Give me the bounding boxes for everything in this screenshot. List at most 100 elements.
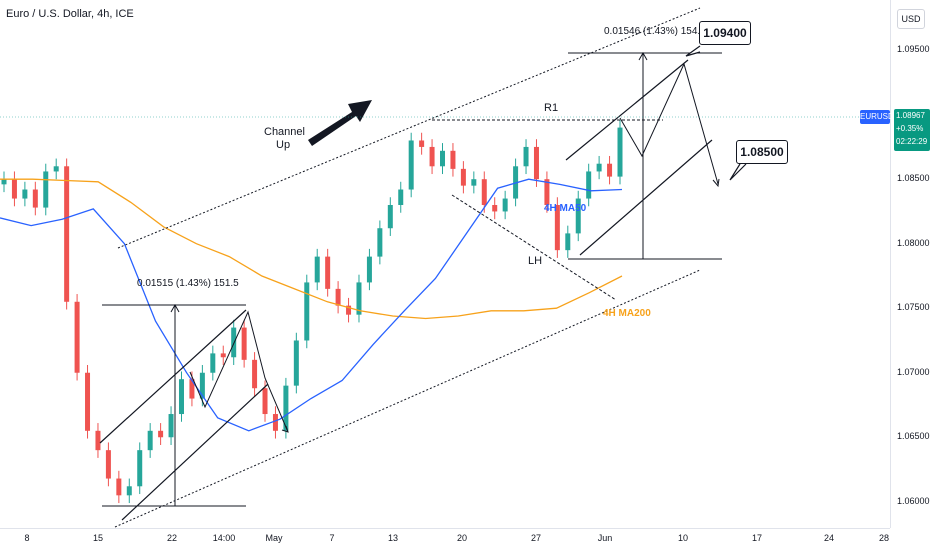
time-tick: 24 — [823, 533, 835, 543]
callout-1-pointer — [685, 45, 701, 57]
candle-body — [32, 189, 38, 208]
candle-body — [335, 288, 341, 306]
candle-body — [283, 385, 289, 431]
measure-right-label: 0.01546 (1.43%) 154.6 — [604, 26, 706, 37]
ma50-label: 4H MA50 — [544, 203, 587, 214]
bar-countdown: 02:22:29 — [896, 137, 928, 146]
price-change: +0.35% — [896, 124, 924, 133]
time-axis-separator — [0, 528, 890, 529]
candle-body — [168, 414, 174, 438]
time-tick: 20 — [456, 533, 468, 543]
candle-body — [147, 430, 153, 451]
candle-body — [199, 372, 205, 399]
candle-body — [346, 305, 352, 315]
candle-body — [105, 450, 111, 479]
candle-body — [304, 282, 310, 341]
currency-button[interactable]: USD — [897, 9, 925, 29]
candle-body — [398, 189, 404, 205]
candle-body — [252, 359, 258, 389]
candle-body — [241, 327, 247, 360]
candle-body — [1, 179, 7, 185]
callout-2-pointer — [729, 163, 747, 181]
lh-label: LH — [528, 255, 543, 267]
time-tick: 22 — [166, 533, 178, 543]
candle-body — [429, 146, 435, 167]
symbol-tag: EURUSD — [860, 110, 894, 124]
candle-body — [325, 256, 331, 289]
right-channel-upper — [565, 59, 689, 161]
candle-body — [575, 198, 581, 234]
price-tick: 1.06000 — [897, 495, 930, 506]
candle-body — [74, 301, 80, 373]
candle-body — [554, 205, 560, 251]
left-channel-upper — [99, 309, 247, 444]
candle-body — [586, 171, 592, 199]
right-channel-lower — [579, 139, 713, 256]
candle-body — [53, 166, 59, 172]
candle-body — [293, 340, 299, 386]
time-tick: 28 — [878, 533, 890, 543]
ma200-line — [0, 178, 623, 320]
candle-body — [189, 379, 195, 399]
price-tick: 1.07500 — [897, 302, 930, 313]
time-tick: May — [265, 533, 283, 543]
candles-layer — [1, 119, 623, 504]
candle-body — [544, 179, 550, 205]
price-tick: 1.07000 — [897, 366, 930, 377]
channel-upper-line — [117, 7, 701, 249]
candle-body — [366, 256, 372, 283]
candle-body — [85, 372, 91, 431]
candle-body — [419, 140, 425, 147]
chart-title: Euro / U.S. Dollar, 4h, ICE — [6, 8, 134, 20]
candle-body — [523, 146, 529, 167]
candle-body — [158, 430, 164, 438]
right-projection-path — [619, 62, 719, 185]
candle-body — [314, 256, 320, 283]
channel-label-line1: Channel — [264, 126, 305, 138]
candle-body — [95, 430, 101, 451]
candle-body — [272, 414, 278, 431]
current-price-box: 1.08967 +0.35% 02:22:29 — [894, 109, 930, 151]
time-tick: Jun — [597, 533, 613, 543]
current-price: 1.08967 — [896, 111, 925, 120]
candle-body — [356, 282, 362, 315]
lh-line — [451, 194, 617, 301]
candle-body — [460, 168, 466, 186]
price-tick: 1.09500 — [897, 44, 930, 55]
time-tick: 17 — [751, 533, 763, 543]
candle-body — [607, 163, 613, 177]
channel-label-line2: Up — [276, 139, 291, 151]
candle-body — [502, 198, 508, 212]
time-tick: 8 — [24, 533, 30, 543]
price-tick: 1.08500 — [897, 173, 930, 184]
candle-body — [137, 450, 143, 487]
measure-left-arrow — [170, 303, 180, 313]
channel-up-arrow-shape — [308, 100, 372, 146]
left-projection-path — [189, 310, 289, 433]
candle-body — [387, 205, 393, 229]
candle-body — [617, 127, 623, 177]
candle-body — [492, 205, 498, 212]
candle-body — [178, 379, 184, 415]
candle-body — [481, 179, 487, 205]
price-tick: 1.06500 — [897, 431, 930, 442]
time-tick: 14:00 — [212, 533, 236, 543]
candle-body — [11, 179, 17, 199]
candle-body — [450, 150, 456, 169]
target-callout-1: 1.09400 — [699, 21, 751, 45]
channel-lower-line — [114, 269, 701, 528]
measure-right-arrow — [638, 51, 648, 61]
candle-body — [126, 486, 132, 496]
left-projection-arrowhead — [281, 425, 289, 433]
target-callout-2: 1.08500 — [736, 140, 788, 164]
time-tick: 13 — [387, 533, 399, 543]
time-tick: 7 — [329, 533, 335, 543]
left-channel-lower — [121, 383, 269, 521]
ma50-line — [0, 178, 623, 432]
candle-body — [210, 353, 216, 373]
candle-body — [565, 233, 571, 251]
price-tick: 1.08000 — [897, 237, 930, 248]
candle-body — [408, 140, 414, 190]
